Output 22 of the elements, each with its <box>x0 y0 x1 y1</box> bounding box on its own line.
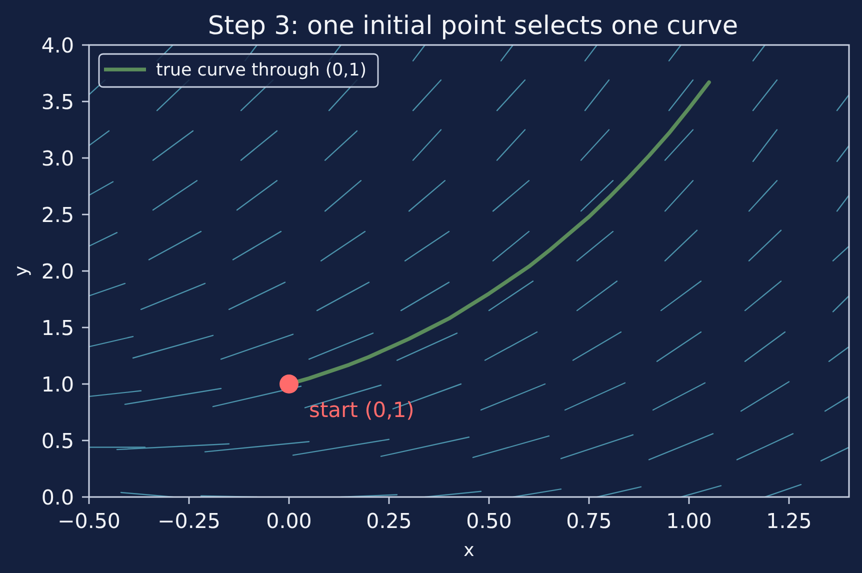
x-tick-label: 1.25 <box>766 509 812 533</box>
x-tick-label: 0.00 <box>266 509 312 533</box>
x-tick-label: 1.00 <box>666 509 712 533</box>
y-tick-label: 3.0 <box>41 146 74 170</box>
y-tick-label: 2.0 <box>41 259 74 284</box>
y-tick-label: 0.5 <box>41 428 74 453</box>
y-tick-label: 0.0 <box>41 485 74 510</box>
y-tick-label: 1.0 <box>41 372 74 396</box>
x-tick-label: 0.25 <box>366 509 412 533</box>
x-tick-label: −0.25 <box>158 509 220 533</box>
y-axis-title: y <box>11 265 32 276</box>
x-tick-label: 0.50 <box>466 509 512 533</box>
y-tick-label: 3.5 <box>41 90 74 114</box>
y-tick-label: 4.0 <box>41 33 74 58</box>
x-tick-label: 0.75 <box>566 509 612 533</box>
legend-label: true curve through (0,1) <box>156 60 367 81</box>
annotation: start (0,1) <box>309 398 414 422</box>
chart-title: Step 3: one initial point selects one curve <box>208 11 738 41</box>
y-tick-label: 2.5 <box>41 202 74 227</box>
x-tick-label: −0.50 <box>58 509 120 533</box>
y-tick-label: 1.5 <box>41 316 74 340</box>
x-axis-title: x <box>464 540 475 561</box>
